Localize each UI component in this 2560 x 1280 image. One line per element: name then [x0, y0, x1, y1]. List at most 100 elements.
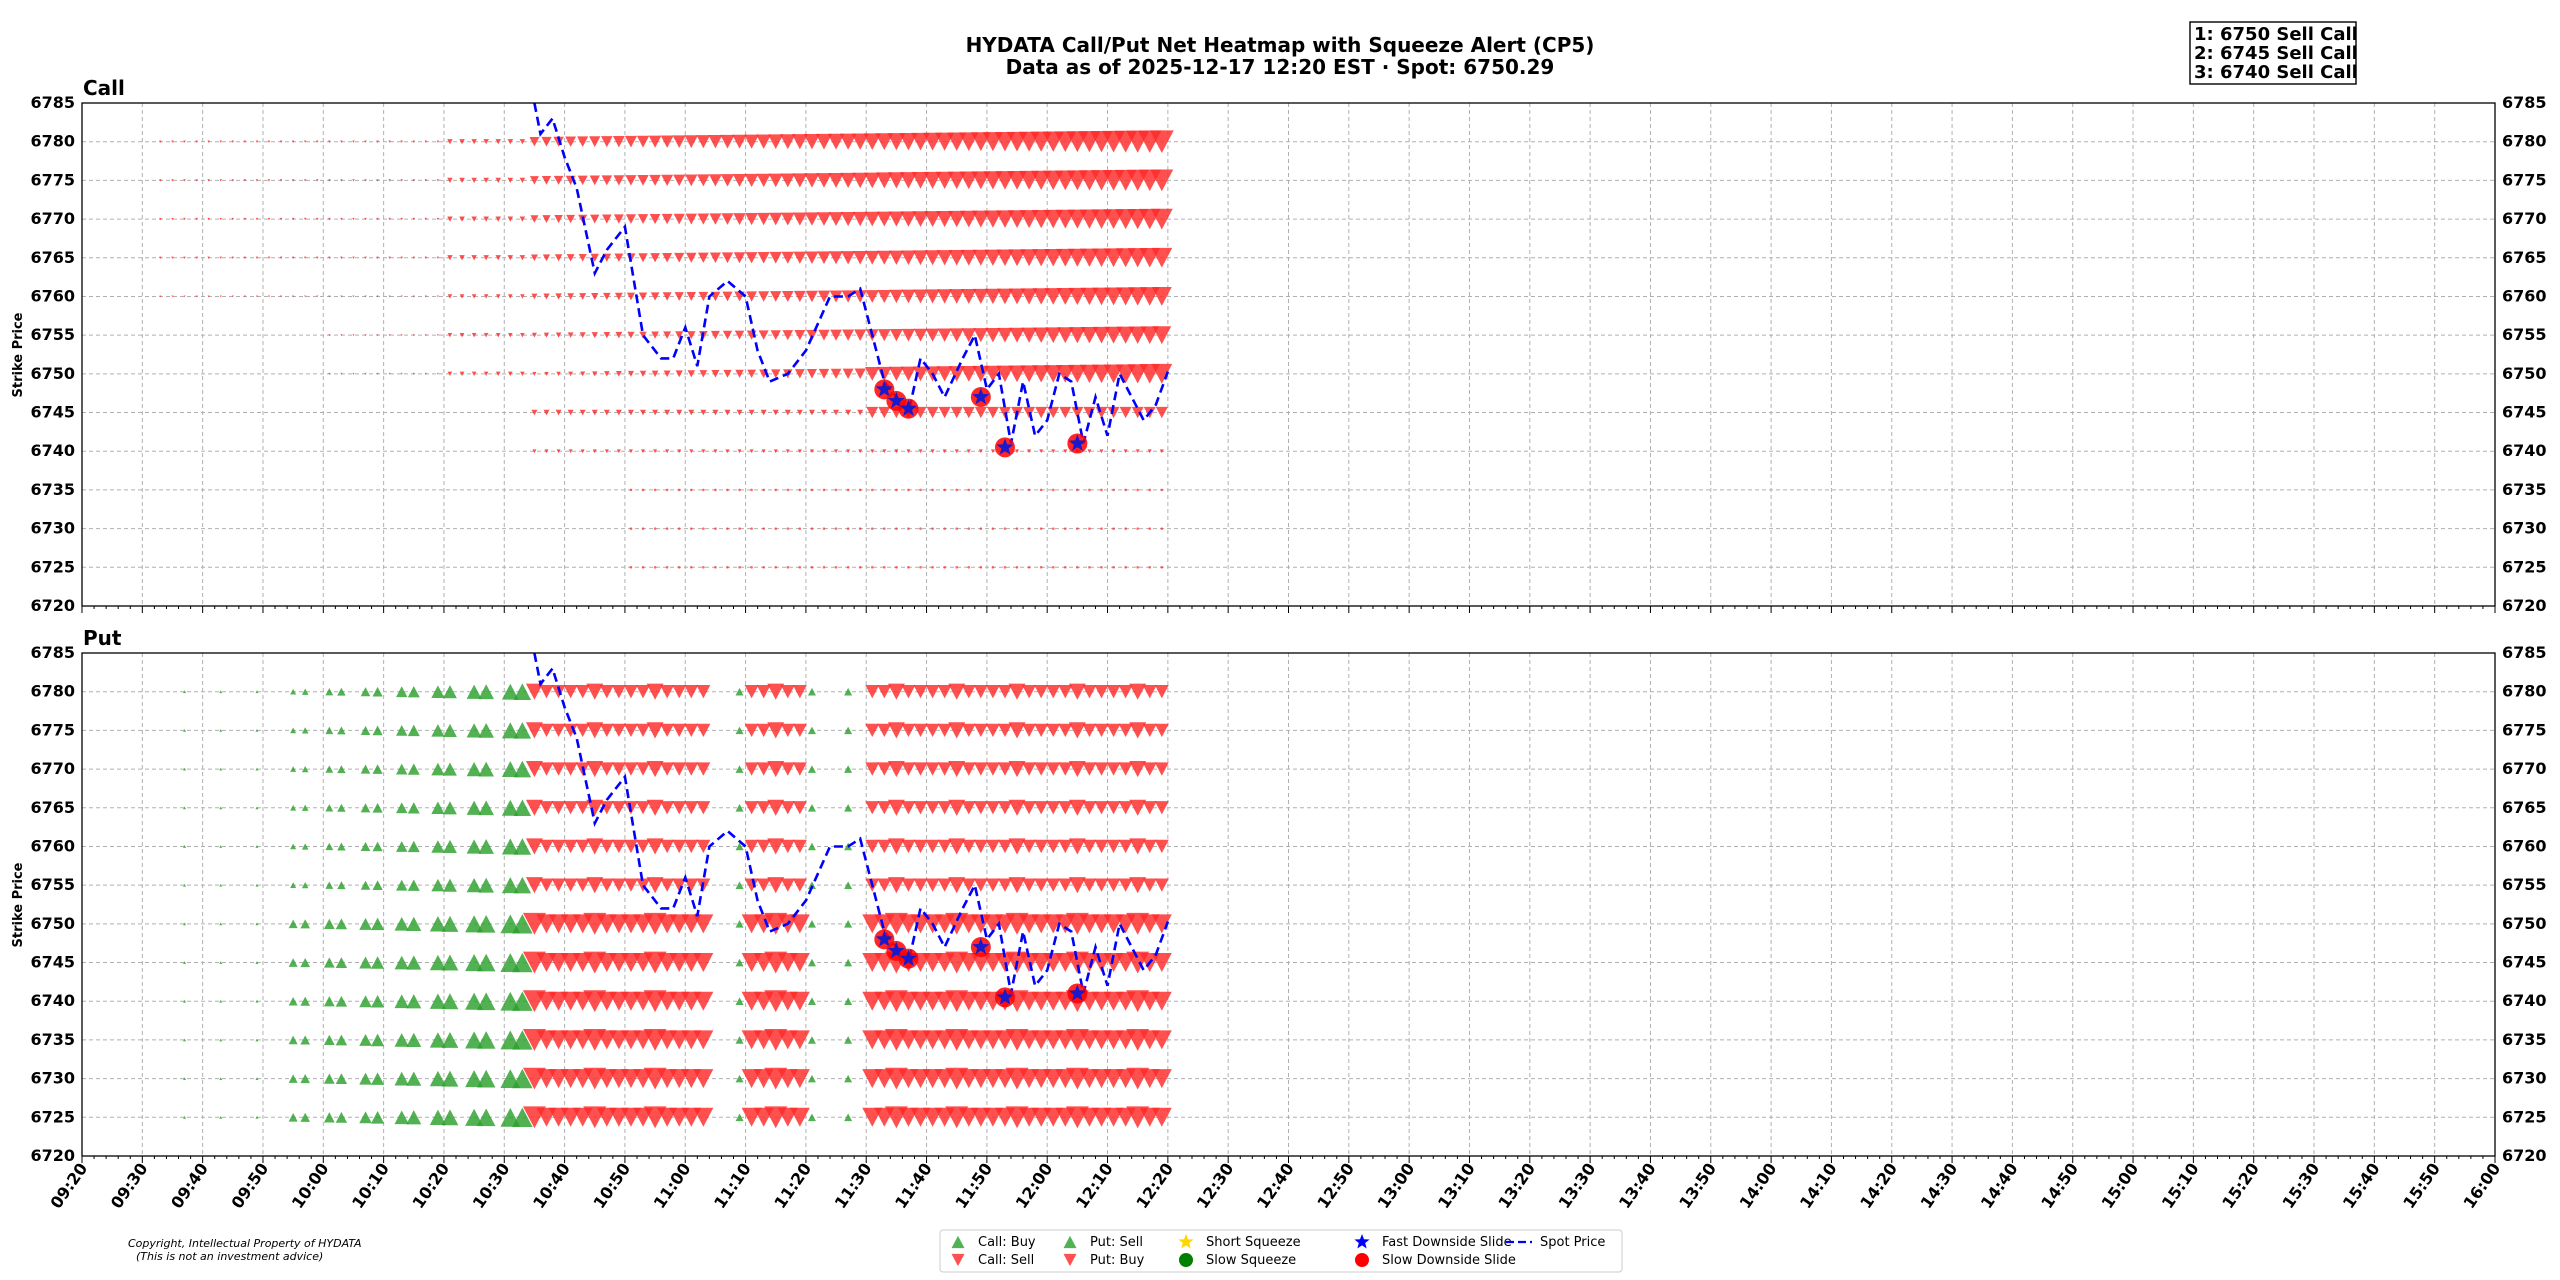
call-sell-marker: [816, 212, 832, 226]
put-buy-marker: [973, 878, 988, 892]
put-sell-marker: [335, 1111, 348, 1123]
put-sell-marker: [807, 726, 816, 735]
call-sell-marker: [771, 369, 781, 379]
call-sell-marker: [661, 174, 674, 187]
put-fast-downside-slide-marker-5: [996, 988, 1014, 1005]
call-sell-marker: [781, 212, 795, 226]
call-sell-marker: [772, 409, 779, 416]
put-sell-marker: [735, 765, 744, 773]
put-buy-marker: [973, 685, 988, 699]
call-sell-marker: [689, 488, 693, 492]
put-sell-marker: [325, 842, 334, 851]
call-sell-marker: [864, 211, 880, 227]
call-sell-marker: [1124, 488, 1127, 492]
put-buy-marker: [525, 683, 543, 700]
put-buy-marker: [611, 723, 626, 738]
call-sell-marker: [424, 256, 428, 259]
put-buy-marker: [660, 839, 675, 854]
put-buy-marker: [1058, 723, 1073, 738]
put-buy-marker: [780, 723, 795, 738]
call-sell-marker: [639, 370, 647, 377]
call-sell-marker: [913, 328, 928, 342]
x-tick-label-12:50: 12:50: [1313, 1159, 1358, 1212]
put-sell-marker: [443, 685, 457, 699]
call-sell-marker: [1160, 566, 1164, 569]
put-buy-marker: [948, 722, 966, 739]
call-sell-marker: [171, 217, 174, 221]
put-buy-marker: [586, 877, 604, 894]
call-sell-marker: [923, 171, 942, 189]
put-sell-marker: [290, 688, 297, 695]
put-buy-marker: [1129, 683, 1147, 700]
legend-slow-squeeze-label: Slow Squeeze: [1206, 1253, 1296, 1268]
call-sell-marker: [978, 449, 983, 454]
legend-call-buy-label: Call: Buy: [978, 1235, 1036, 1250]
call-ytick-right-6770: 6770: [2502, 209, 2547, 228]
put-sell-marker: [807, 803, 816, 812]
call-sell-marker: [650, 292, 660, 301]
call-sell-marker: [447, 371, 453, 377]
put-buy-marker: [789, 991, 810, 1011]
put-buy-marker: [660, 762, 675, 776]
call-sell-marker: [436, 295, 439, 298]
put-sell-marker: [844, 1036, 853, 1044]
call-sell-marker: [412, 217, 416, 221]
call-sell-marker: [328, 372, 331, 375]
put-sell-marker: [360, 880, 371, 890]
call-sell-marker: [723, 369, 732, 378]
call-sell-marker: [738, 527, 741, 530]
put-sell-marker: [323, 1034, 335, 1046]
call-sell-marker: [711, 370, 720, 378]
put-sell-marker: [359, 995, 372, 1008]
put-ytick-left-6770: 6770: [30, 759, 75, 778]
put-ytick-right-6785: 6785: [2502, 643, 2547, 662]
call-sell-marker: [760, 409, 767, 416]
call-sell-marker: [791, 134, 808, 150]
put-ytick-right-6755: 6755: [2502, 875, 2547, 894]
call-sell-marker: [231, 140, 235, 143]
call-sell-marker: [899, 133, 918, 151]
put-buy-marker: [937, 762, 952, 776]
call-sell-marker: [603, 409, 610, 416]
put-buy-marker: [1068, 761, 1086, 778]
put-buy-marker: [1082, 762, 1097, 776]
call-sell-marker: [615, 409, 622, 416]
call-sell-marker: [495, 255, 501, 261]
call-sell-marker: [648, 135, 662, 148]
legend-put-sell-label: Put: Sell: [1090, 1235, 1143, 1250]
put-sell-marker: [844, 881, 853, 889]
call-sell-marker: [918, 449, 923, 454]
call-sell-marker: [243, 217, 247, 221]
put-buy-marker: [1058, 801, 1073, 815]
call-sell-marker: [556, 371, 561, 376]
call-sell-marker: [1160, 527, 1164, 530]
legend: Call: Buy Call: Sell Put: Sell Put: Buy Shor…: [939, 1229, 1623, 1273]
call-sell-marker: [1032, 249, 1051, 267]
call-sell-marker: [761, 449, 766, 454]
put-buy-marker: [913, 685, 928, 699]
call-sell-marker: [628, 449, 633, 454]
call-sell-marker: [591, 409, 598, 416]
put-sell-marker: [466, 878, 482, 893]
put-ytick-right-6730: 6730: [2502, 1069, 2547, 1088]
call-sell-marker: [520, 332, 525, 338]
put-sell-marker: [431, 878, 445, 892]
call-sell-marker: [400, 295, 403, 298]
call-sell-marker: [447, 139, 453, 145]
call-sell-marker: [979, 527, 983, 530]
put-sell-marker: [429, 993, 447, 1009]
call-fast-downside-slide-marker-5: [996, 438, 1014, 455]
call-sell-marker: [629, 527, 633, 530]
put-sell-marker: [255, 999, 259, 1003]
call-sell-marker: [471, 371, 477, 377]
put-buy-marker: [901, 839, 916, 854]
call-sell-marker: [255, 295, 258, 298]
call-sell-marker: [758, 291, 770, 302]
call-sell-marker: [530, 254, 538, 262]
call-sell-marker: [972, 288, 989, 304]
call-sell-marker: [986, 406, 999, 419]
put-buy-marker: [1118, 801, 1133, 815]
put-buy-marker: [913, 762, 928, 776]
put-sell-marker: [301, 765, 309, 773]
put-sell-marker: [370, 1072, 385, 1085]
